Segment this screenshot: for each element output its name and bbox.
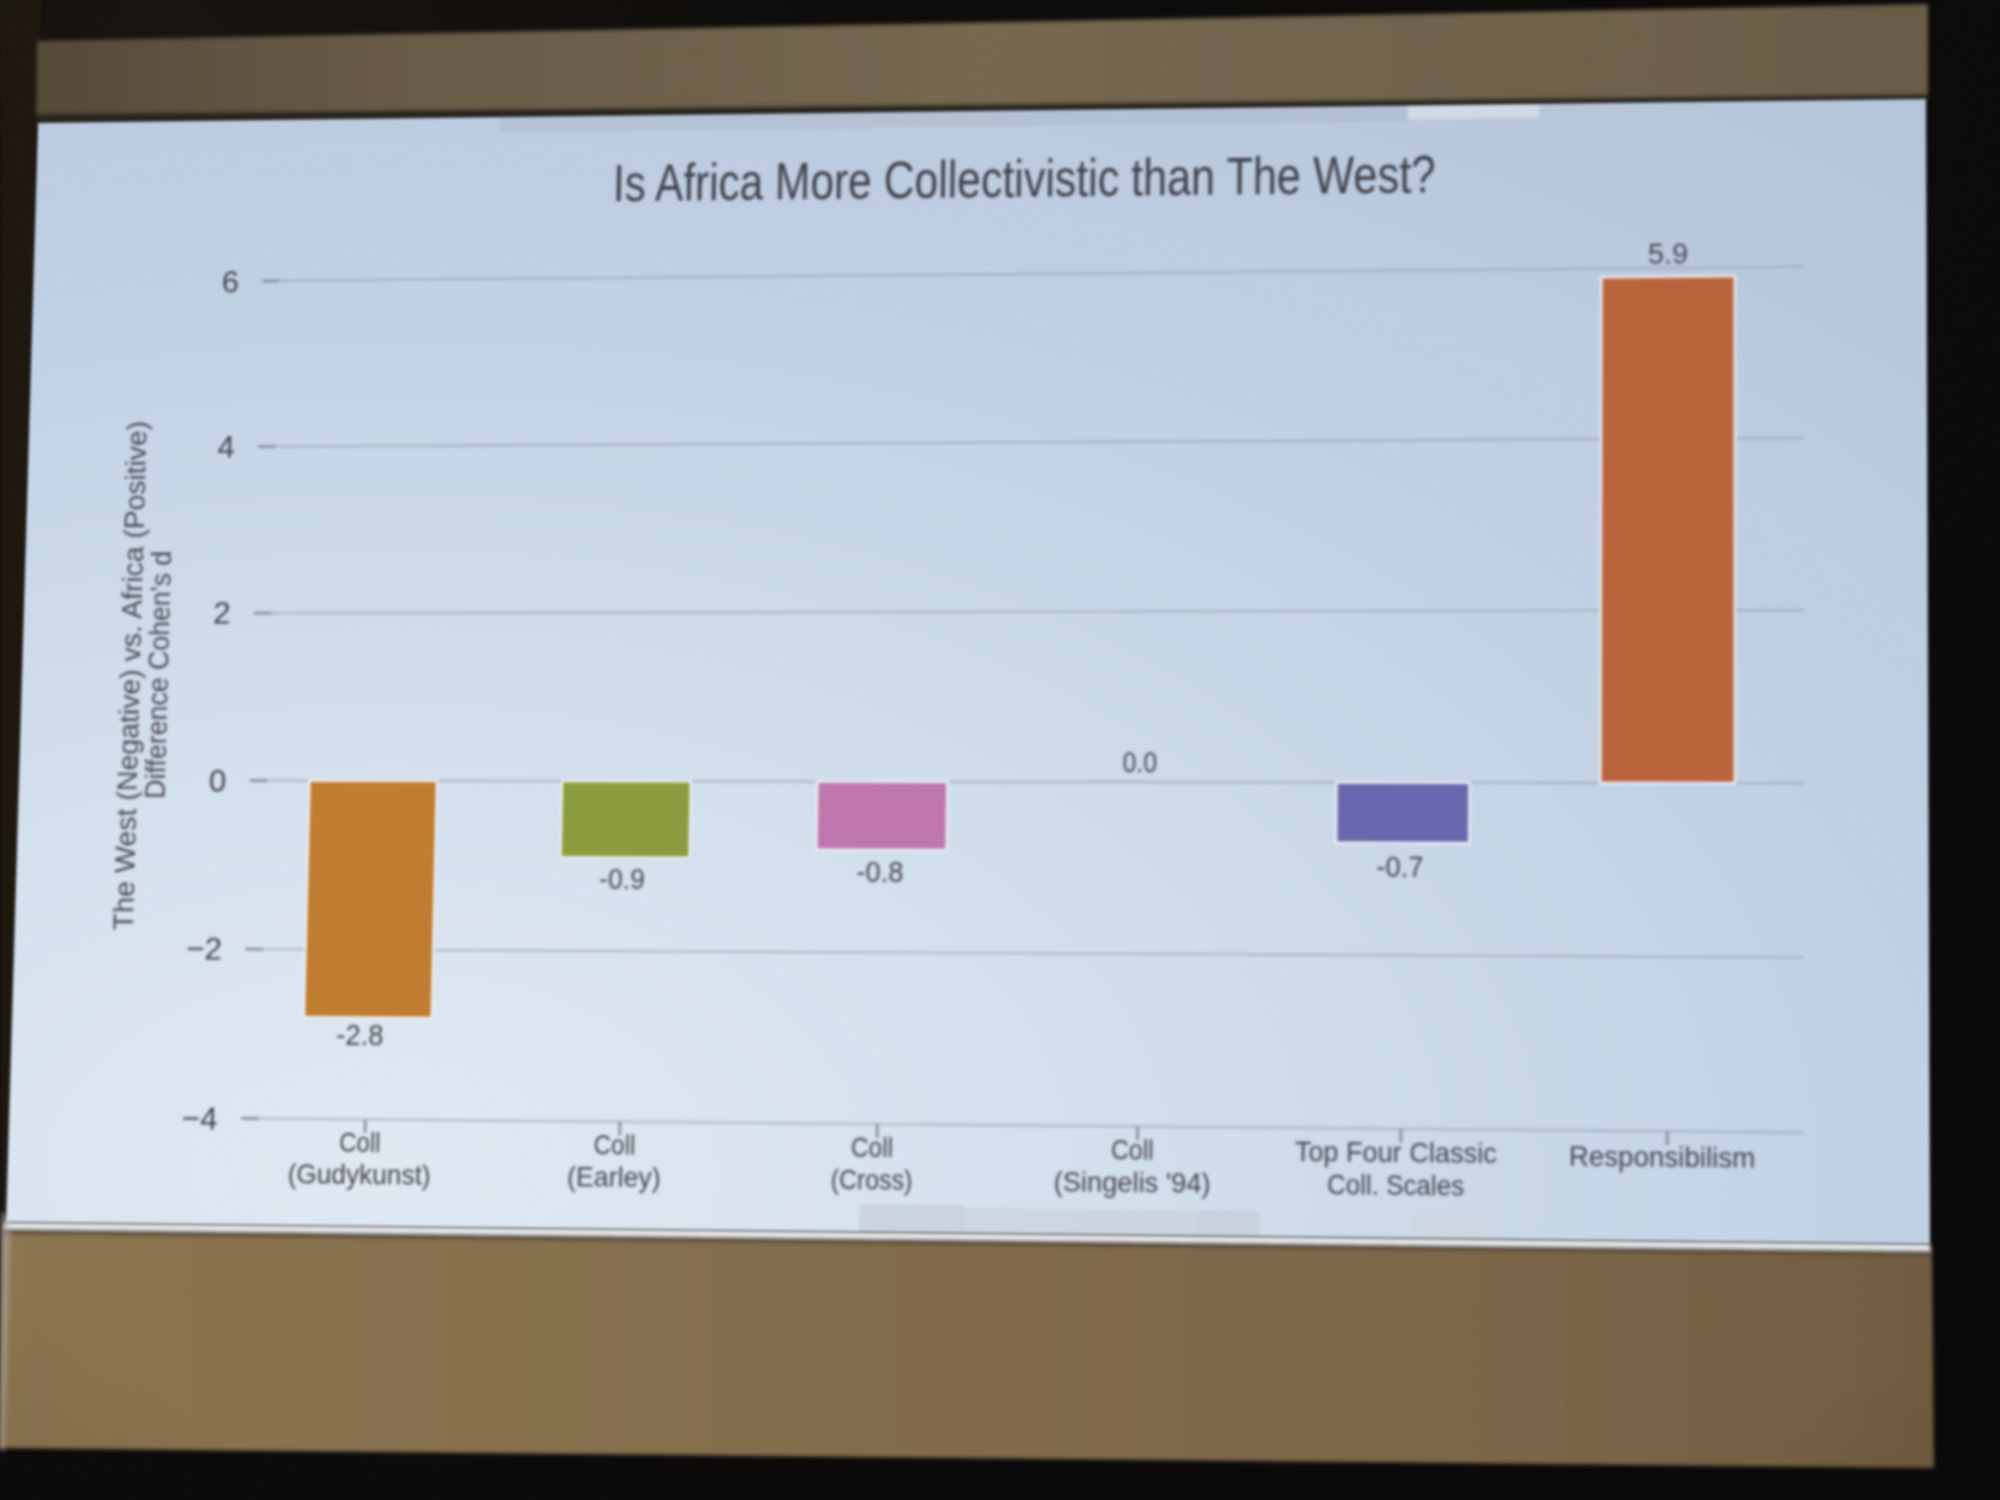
svg-text:(Cross): (Cross) xyxy=(831,1166,913,1197)
svg-text:-2.8: -2.8 xyxy=(336,1019,384,1053)
svg-text:Responsibilism: Responsibilism xyxy=(1569,1142,1756,1174)
svg-text:-0.9: -0.9 xyxy=(599,863,645,897)
svg-text:-0.8: -0.8 xyxy=(856,856,904,890)
svg-text:Is Africa More Collectivistic: Is Africa More Collectivistic than The W… xyxy=(612,144,1435,213)
svg-text:2: 2 xyxy=(213,596,231,631)
svg-text:Difference Cohen's d: Difference Cohen's d xyxy=(139,551,177,799)
svg-text:Coll: Coll xyxy=(1111,1136,1154,1166)
svg-text:5.9: 5.9 xyxy=(1648,237,1688,271)
svg-text:0.0: 0.0 xyxy=(1122,746,1157,780)
svg-text:−2: −2 xyxy=(186,931,222,966)
svg-text:Coll: Coll xyxy=(851,1133,894,1163)
svg-text:Coll: Coll xyxy=(339,1129,381,1159)
svg-text:4: 4 xyxy=(217,430,235,465)
svg-text:Coll: Coll xyxy=(593,1131,635,1161)
svg-text:(Earley): (Earley) xyxy=(567,1163,661,1193)
svg-text:(Singelis '94): (Singelis '94) xyxy=(1053,1168,1210,1199)
svg-text:Coll. Scales: Coll. Scales xyxy=(1327,1171,1464,1202)
svg-text:(Gudykunst): (Gudykunst) xyxy=(287,1160,431,1191)
svg-text:−4: −4 xyxy=(181,1101,218,1137)
svg-text:-0.7: -0.7 xyxy=(1376,850,1423,884)
svg-text:0: 0 xyxy=(208,764,226,799)
svg-text:6: 6 xyxy=(221,265,239,300)
svg-text:Top Four Classic: Top Four Classic xyxy=(1295,1138,1497,1170)
